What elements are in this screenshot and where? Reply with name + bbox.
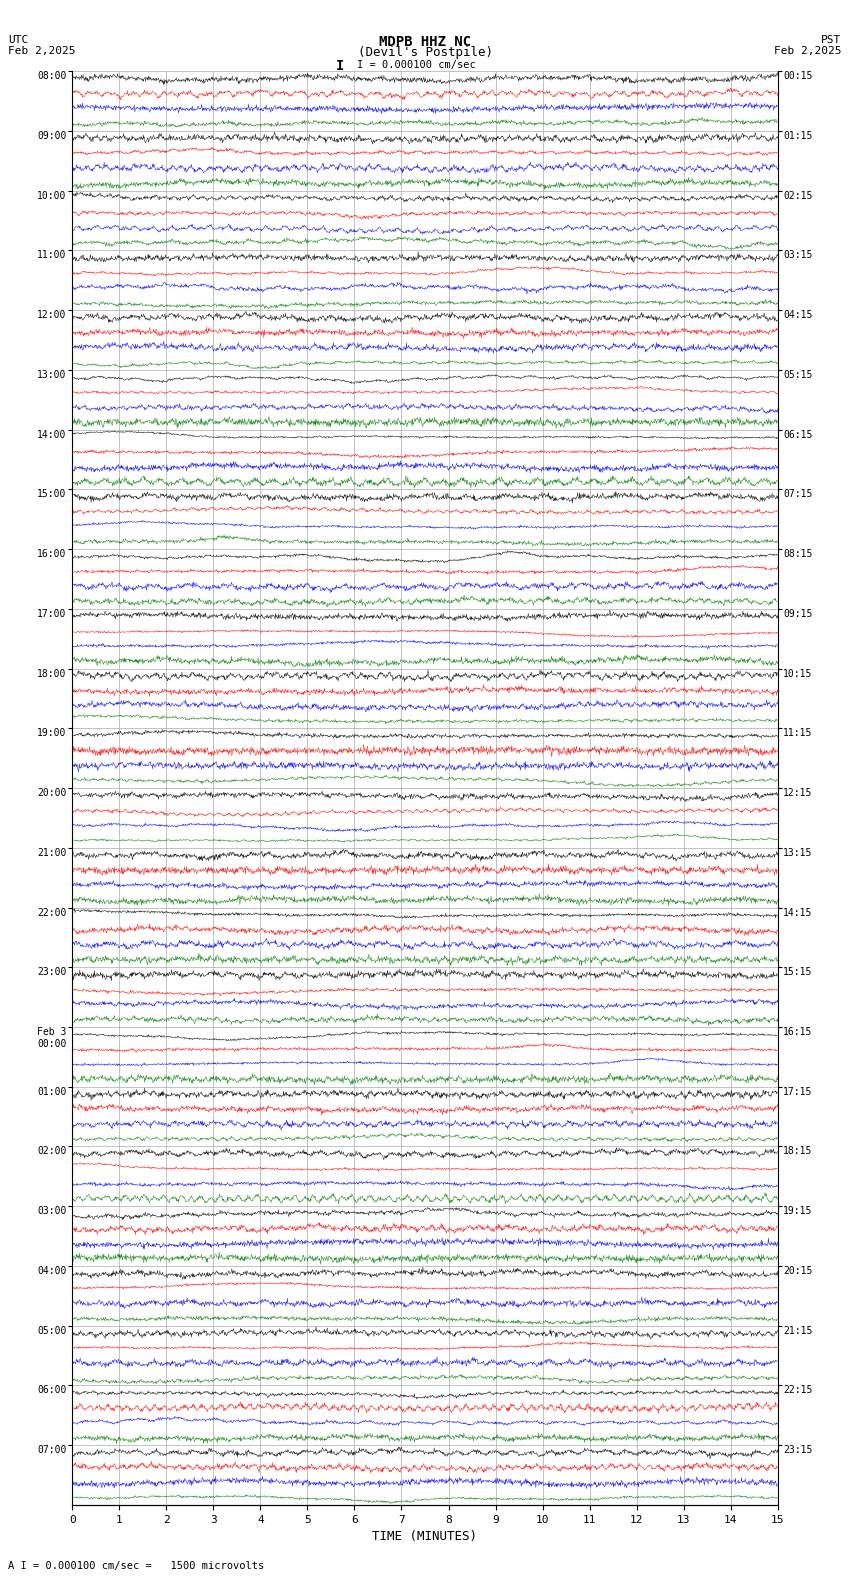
Text: UTC: UTC [8,35,29,44]
Text: A I = 0.000100 cm/sec =   1500 microvolts: A I = 0.000100 cm/sec = 1500 microvolts [8,1562,264,1571]
Text: Feb 2,2025: Feb 2,2025 [8,46,76,55]
Text: MDPB HHZ NC: MDPB HHZ NC [379,35,471,49]
X-axis label: TIME (MINUTES): TIME (MINUTES) [372,1530,478,1543]
Text: (Devil's Postpile): (Devil's Postpile) [358,46,492,59]
Text: Feb 2,2025: Feb 2,2025 [774,46,842,55]
Text: I: I [336,59,344,73]
Text: PST: PST [821,35,842,44]
Text: I = 0.000100 cm/sec: I = 0.000100 cm/sec [357,60,476,70]
